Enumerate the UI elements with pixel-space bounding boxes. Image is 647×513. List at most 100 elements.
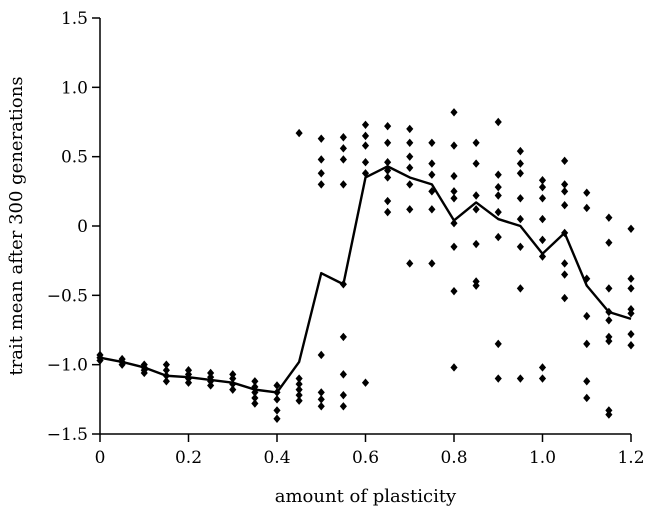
data-point: [450, 242, 458, 251]
data-point: [561, 270, 569, 279]
data-point: [317, 388, 325, 397]
data-point: [207, 381, 215, 390]
data-point: [406, 205, 414, 214]
data-point: [472, 281, 480, 290]
data-point: [561, 187, 569, 196]
data-point: [494, 117, 502, 127]
data-point: [605, 410, 613, 419]
data-point: [516, 159, 524, 168]
data-point: [627, 274, 635, 283]
data-point: [295, 379, 303, 389]
data-point: [406, 124, 414, 134]
data-point: [516, 146, 524, 156]
data-point: [317, 169, 325, 178]
data-point: [384, 158, 392, 167]
data-point: [605, 284, 613, 293]
data-point: [251, 393, 259, 403]
data-point: [428, 170, 436, 179]
data-point: [583, 311, 591, 321]
data-point: [384, 196, 392, 206]
data-point: [605, 316, 613, 325]
data-point: [273, 406, 281, 415]
y-ticks: −1.5 −1.0 −0.5 0 0.5 1.0 1.5: [47, 9, 100, 445]
data-point: [516, 214, 524, 224]
data-point: [317, 395, 325, 404]
data-point: [406, 259, 414, 268]
data-point: [450, 187, 458, 196]
data-point: [317, 155, 325, 164]
data-point: [450, 108, 458, 117]
data-point: [339, 332, 347, 342]
data-point: [384, 207, 392, 217]
data-point: [273, 381, 281, 390]
data-point: [494, 232, 502, 242]
data-point: [295, 390, 303, 400]
data-point: [583, 377, 591, 386]
data-point: [472, 191, 480, 200]
data-point: [538, 363, 547, 372]
data-point: [295, 374, 303, 383]
y-tick-label: −1.0: [47, 356, 88, 376]
data-point: [538, 374, 547, 383]
data-point: [538, 176, 547, 185]
data-point: [406, 138, 414, 147]
data-point: [494, 339, 502, 349]
data-point: [317, 134, 325, 143]
data-point: [583, 274, 591, 283]
data-point: [472, 159, 480, 168]
data-point: [428, 205, 436, 214]
data-point: [516, 284, 524, 293]
y-tick-label: 0: [77, 217, 88, 237]
data-point: [406, 152, 414, 161]
data-point: [361, 120, 370, 129]
x-tick-label: 0.2: [175, 448, 202, 468]
data-point: [494, 170, 502, 179]
data-point: [361, 169, 370, 178]
data-point: [317, 402, 325, 411]
data-point: [450, 363, 458, 372]
data-point: [583, 188, 591, 197]
data-points: [96, 108, 635, 423]
data-point: [561, 293, 569, 303]
data-point: [538, 252, 547, 261]
data-point: [627, 329, 635, 339]
data-point: [583, 203, 591, 213]
data-point: [472, 239, 480, 249]
data-point: [494, 374, 502, 383]
data-point: [273, 414, 281, 423]
y-tick-label: 0.5: [61, 148, 88, 168]
data-point: [317, 350, 325, 360]
x-tick-label: 1.2: [617, 448, 644, 468]
data-point: [450, 141, 458, 150]
data-point: [605, 213, 613, 222]
data-point: [339, 370, 347, 379]
data-point: [361, 141, 370, 150]
data-point: [538, 182, 547, 192]
data-point: [605, 336, 613, 346]
x-tick-label: 0.6: [352, 448, 379, 468]
data-point: [339, 180, 347, 189]
data-point: [162, 360, 170, 369]
data-point: [472, 205, 480, 214]
data-point: [627, 224, 635, 233]
data-point: [561, 201, 569, 210]
data-point: [583, 393, 591, 403]
y-tick-label: 1.0: [61, 78, 88, 98]
data-point: [627, 341, 635, 350]
data-point: [472, 138, 480, 147]
data-point: [162, 377, 170, 386]
axes: [99, 18, 631, 435]
data-point: [561, 156, 569, 166]
data-point: [251, 399, 259, 408]
data-point: [516, 374, 524, 383]
data-point: [295, 128, 303, 138]
data-point: [583, 339, 591, 349]
x-tick-label: 0.4: [263, 448, 290, 468]
data-point: [494, 182, 502, 192]
data-point: [516, 194, 524, 203]
data-point: [229, 385, 237, 394]
data-point: [339, 390, 347, 400]
data-point: [516, 242, 524, 251]
x-tick-label: 0: [95, 448, 106, 468]
